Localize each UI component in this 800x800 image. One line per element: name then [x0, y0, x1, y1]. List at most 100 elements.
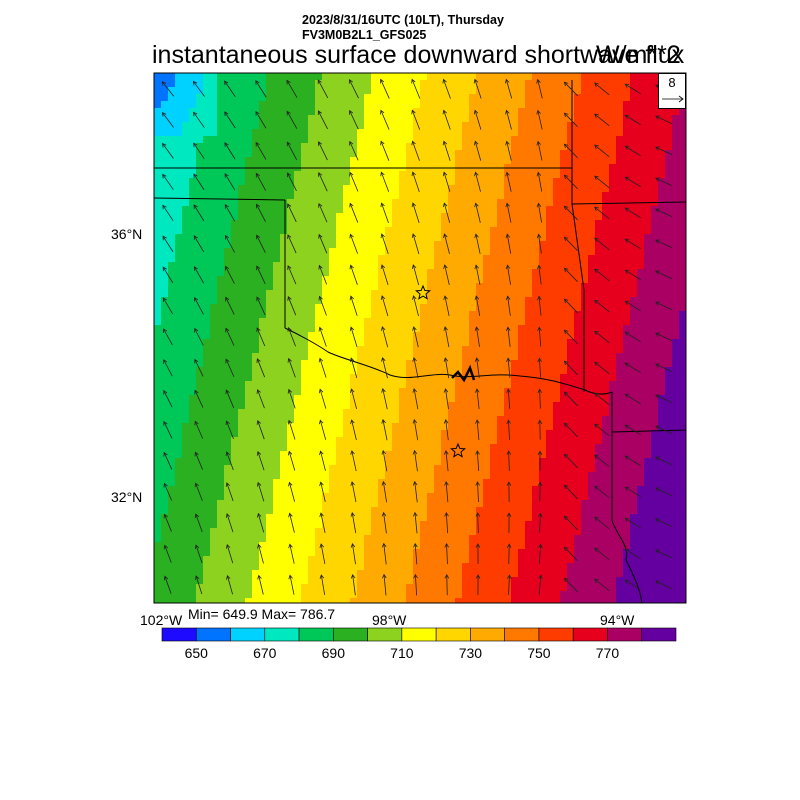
wind-vector	[286, 141, 298, 160]
wind-vector	[225, 234, 235, 253]
colorbar-label: 710	[390, 645, 414, 661]
wind-vector	[350, 573, 356, 596]
map-frame	[153, 72, 687, 604]
colorbar-label: 670	[253, 645, 277, 661]
red-river-border	[284, 327, 613, 395]
wind-vector	[381, 542, 387, 565]
wind-vector	[594, 392, 610, 406]
wind-vector	[594, 330, 610, 344]
wind-vector	[349, 295, 358, 316]
wind-vector	[563, 298, 578, 314]
wind-vector	[412, 326, 419, 348]
wind-vector	[475, 450, 480, 472]
wind-vector	[506, 543, 512, 564]
wind-vector	[536, 78, 543, 99]
wind-vector	[624, 145, 641, 157]
wind-vector	[475, 512, 481, 534]
wind-vector	[594, 113, 610, 127]
wind-vector	[444, 450, 449, 472]
wind-vector	[163, 575, 172, 594]
wind-vector	[563, 143, 578, 159]
wind-vector	[381, 357, 388, 379]
wind-vector	[507, 574, 512, 595]
wind-vector	[350, 512, 357, 534]
wind-vector	[537, 295, 542, 316]
wind-vector	[194, 451, 203, 470]
wind-vector	[505, 109, 512, 130]
wind-vector	[413, 573, 418, 596]
wind-vector	[536, 171, 543, 192]
wind-vector	[349, 326, 358, 347]
wind-vector	[536, 233, 542, 254]
wind-vector	[444, 511, 449, 534]
lon-label-94w: 94°W	[600, 612, 635, 628]
colorbar-label: 730	[458, 645, 483, 661]
wind-vector	[381, 511, 387, 534]
wind-vector	[317, 110, 328, 130]
wind-vectors	[161, 78, 673, 596]
reference-vector-box: 8	[658, 73, 686, 109]
wind-vector	[257, 574, 264, 595]
wind-vector	[194, 544, 203, 564]
wind-vector	[194, 575, 203, 595]
wind-vector	[506, 450, 512, 471]
wind-vector	[411, 233, 420, 255]
city-star-icon	[450, 442, 466, 458]
wind-vector	[442, 78, 451, 99]
wind-vector	[624, 486, 641, 498]
wind-vector	[506, 481, 512, 502]
wind-vector	[563, 422, 578, 438]
wind-vector	[624, 238, 641, 250]
missouri-arkansas-border	[571, 201, 687, 205]
wind-vector	[287, 388, 296, 409]
wind-vector	[443, 357, 450, 379]
wind-vector	[474, 233, 481, 254]
wind-vector	[655, 425, 673, 435]
wind-vector	[443, 388, 449, 410]
wind-vector	[624, 455, 641, 467]
wind-vector	[563, 267, 578, 283]
wind-vector	[655, 208, 673, 218]
wind-vector	[411, 78, 421, 99]
wind-vector	[319, 419, 327, 440]
wind-vector	[563, 236, 578, 252]
wind-vector	[473, 109, 482, 130]
wind-vector	[318, 264, 328, 285]
wind-vector	[411, 109, 421, 130]
wind-vector	[594, 361, 610, 375]
wind-vector	[319, 450, 326, 471]
wind-vector	[624, 269, 641, 281]
wind-vector	[162, 204, 174, 221]
wind-vector	[655, 518, 673, 528]
wind-vector	[380, 78, 390, 99]
lake-texoma	[451, 364, 476, 383]
wind-vector	[349, 233, 358, 254]
map-title: instantaneous surface downward shortwave…	[152, 41, 685, 69]
wind-vector	[563, 81, 578, 97]
wind-vector	[194, 327, 204, 346]
wind-vector	[594, 299, 610, 313]
wind-vector	[224, 173, 236, 191]
wind-vector	[256, 389, 265, 409]
wind-vector	[318, 202, 328, 223]
wind-vector	[256, 450, 265, 471]
wind-vector	[348, 79, 359, 99]
wind-vector	[256, 327, 266, 347]
wind-vector	[225, 451, 234, 471]
wind-vector	[444, 542, 449, 565]
wind-vector	[475, 481, 480, 503]
wind-vector	[318, 388, 327, 409]
wind-vector	[194, 420, 204, 439]
wind-vector	[655, 549, 673, 559]
wind-vector	[224, 142, 236, 160]
wind-vector	[288, 543, 295, 564]
wind-vector	[194, 389, 204, 408]
wind-vector	[412, 418, 419, 441]
lon-label-102w: 102°W	[140, 612, 183, 628]
wind-vector	[288, 574, 295, 595]
wind-vector	[474, 388, 480, 410]
wind-vector	[506, 419, 511, 440]
wind-vector	[413, 511, 418, 534]
wind-vector	[380, 295, 389, 317]
